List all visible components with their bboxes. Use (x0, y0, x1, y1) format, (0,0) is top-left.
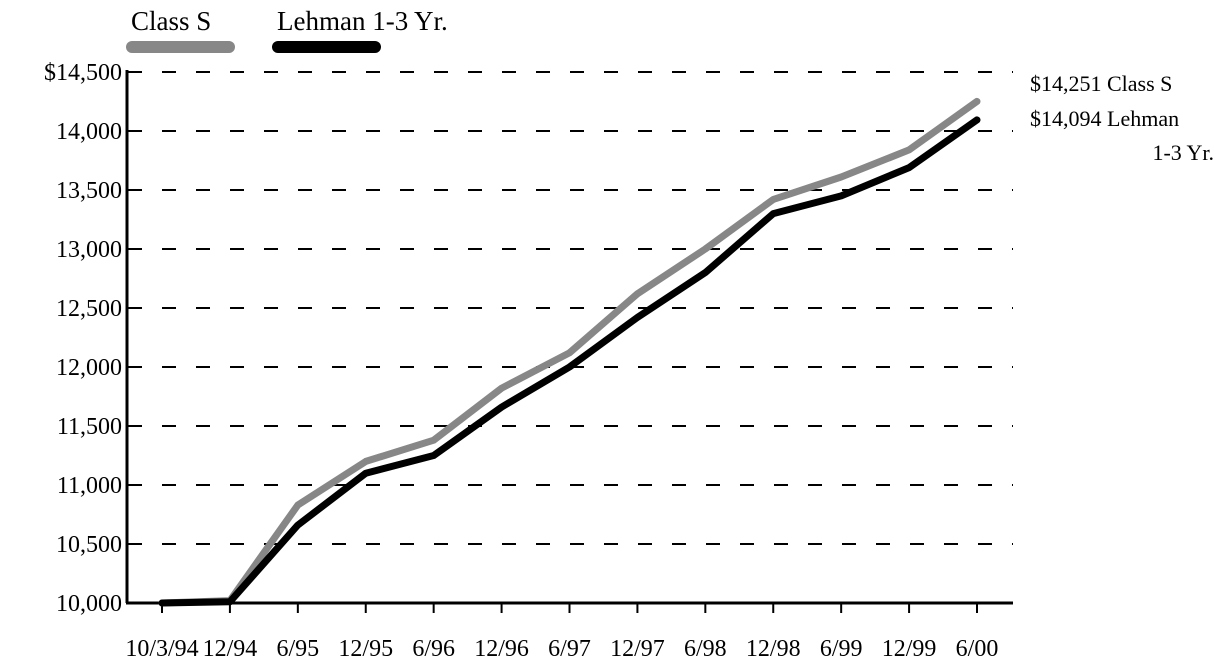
legend-label-lehman: Lehman 1-3 Yr. (277, 6, 448, 36)
y-tick-label: 12,500 (56, 296, 122, 322)
x-tick-label: 10/3/94 (125, 636, 198, 662)
end-value-labels: $14,251 Class S $14,094 Lehman 1-3 Yr. (1030, 71, 1214, 165)
x-tick-label: 6/96 (412, 636, 455, 662)
end-label-lehman: $14,094 Lehman (1030, 106, 1179, 131)
legend-label-class-s: Class S (131, 6, 211, 36)
y-tick-label: 10,000 (56, 591, 122, 617)
series-line-class-s (158, 97, 981, 607)
x-tick-label: 12/95 (338, 636, 393, 662)
x-tick-label: 6/99 (820, 636, 863, 662)
series-line-lehman (158, 116, 981, 607)
x-tick-label: 12/94 (203, 636, 258, 662)
y-tick-label: $14,500 (44, 60, 122, 86)
y-tick-label: 13,000 (56, 237, 122, 263)
axes (125, 70, 1013, 605)
x-tick-label: 12/96 (474, 636, 529, 662)
x-tick-label: 12/99 (882, 636, 937, 662)
y-tick-label: 12,000 (56, 355, 122, 381)
y-tick-label: 11,000 (57, 473, 122, 499)
x-tick-label: 6/95 (276, 636, 319, 662)
x-tick-label: 6/98 (684, 636, 727, 662)
y-tick-labels: 10,000 10,500 11,000 11,500 12,000 12,500 13,0… (44, 60, 122, 617)
x-tick-label: 12/98 (746, 636, 801, 662)
x-tick-labels: 10/3/94 12/94 6/95 12/95 6/96 12/96 6/97 12/97 6… (125, 603, 998, 662)
end-label-lehman-line2: 1-3 Yr. (1152, 140, 1214, 165)
y-tick-label: 10,500 (56, 532, 122, 558)
y-tick-label: 11,500 (57, 414, 122, 440)
y-tick-label: 14,000 (56, 119, 122, 145)
series-lines (158, 97, 981, 607)
y-tick-label: 13,500 (56, 178, 122, 204)
gridlines (128, 71, 1013, 545)
end-label-class-s: $14,251 Class S (1030, 71, 1172, 96)
x-tick-label: 12/97 (610, 636, 665, 662)
x-tick-label: 6/97 (548, 636, 591, 662)
x-tick-label: 6/00 (956, 636, 999, 662)
legend: Class S Lehman 1-3 Yr. (126, 6, 448, 53)
